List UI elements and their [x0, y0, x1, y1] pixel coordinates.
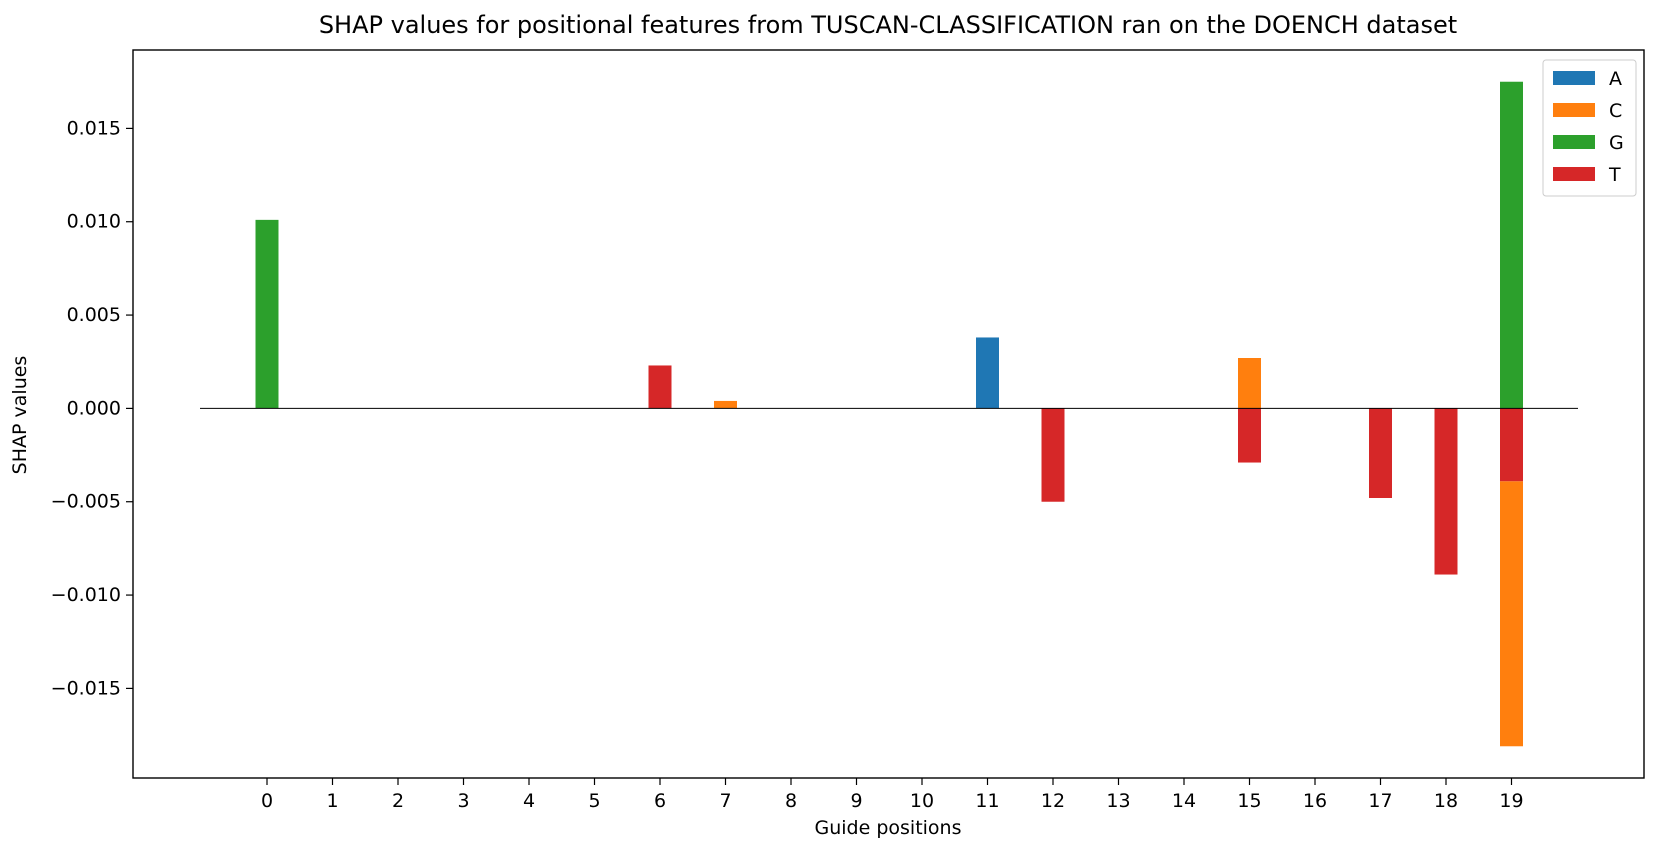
y-tick-label: 0.005 — [67, 304, 121, 326]
legend-swatch-A — [1553, 71, 1595, 85]
legend-label-A: A — [1609, 68, 1622, 90]
legend-label-G: G — [1609, 132, 1624, 154]
x-tick-label: 0 — [261, 790, 273, 812]
bar-T-17 — [1369, 408, 1392, 498]
bar-T-12 — [1041, 408, 1065, 502]
x-tick-label: 10 — [910, 790, 934, 812]
x-tick-label: 6 — [654, 790, 666, 812]
x-tick-label: 9 — [850, 790, 862, 812]
x-tick-label: 4 — [523, 790, 535, 812]
x-tick-label: 8 — [785, 790, 797, 812]
legend-box — [1542, 59, 1637, 197]
x-tick-label: 3 — [457, 790, 469, 812]
bar-A-11 — [976, 337, 999, 409]
bar-T-19 — [1500, 408, 1523, 482]
x-tick-label: 5 — [588, 790, 600, 812]
x-tick-label: 16 — [1303, 790, 1327, 812]
x-tick-label: 18 — [1434, 790, 1458, 812]
x-tick-label: 11 — [975, 790, 999, 812]
y-tick-label: −0.005 — [51, 491, 121, 513]
bar-T-15 — [1238, 408, 1261, 463]
legend-swatch-G — [1553, 135, 1595, 149]
x-tick-label: 15 — [1237, 790, 1261, 812]
y-tick-label: −0.010 — [51, 584, 121, 606]
y-axis-label: SHAP values — [9, 356, 31, 475]
bar-T-6 — [648, 365, 672, 409]
x-tick-label: 19 — [1499, 790, 1523, 812]
legend-swatch-C — [1553, 103, 1595, 117]
bar-G-19 — [1500, 81, 1523, 409]
legend-label-C: C — [1609, 100, 1622, 122]
x-tick-label: 13 — [1106, 790, 1130, 812]
x-tick-label: 2 — [392, 790, 404, 812]
x-tick-label: 14 — [1172, 790, 1196, 812]
x-tick-label: 17 — [1368, 790, 1392, 812]
legend-label-T: T — [1608, 164, 1621, 186]
bar-G-0 — [255, 219, 279, 409]
y-tick-label: 0.000 — [67, 397, 121, 419]
x-tick-label: 1 — [326, 790, 338, 812]
plot-area: 0.015 0.010 0.005 0.000 −0.005 −0.010 −0.015 0 1… — [51, 49, 1645, 812]
legend-swatch-T — [1553, 167, 1595, 181]
bar-T-18 — [1434, 408, 1458, 575]
x-tick-label: 7 — [719, 790, 731, 812]
bar-C-19 — [1500, 481, 1523, 747]
x-axis-label: Guide positions — [815, 817, 962, 839]
x-tick-label: 12 — [1041, 790, 1065, 812]
y-tick-label: 0.015 — [67, 117, 121, 139]
bar-C-7 — [714, 400, 737, 409]
y-tick-label: 0.010 — [67, 211, 121, 233]
bar-C-15 — [1238, 358, 1261, 409]
chart-title: SHAP values for positional features from… — [319, 11, 1457, 39]
plot-frame — [132, 49, 1645, 779]
y-tick-label: −0.015 — [51, 677, 121, 699]
